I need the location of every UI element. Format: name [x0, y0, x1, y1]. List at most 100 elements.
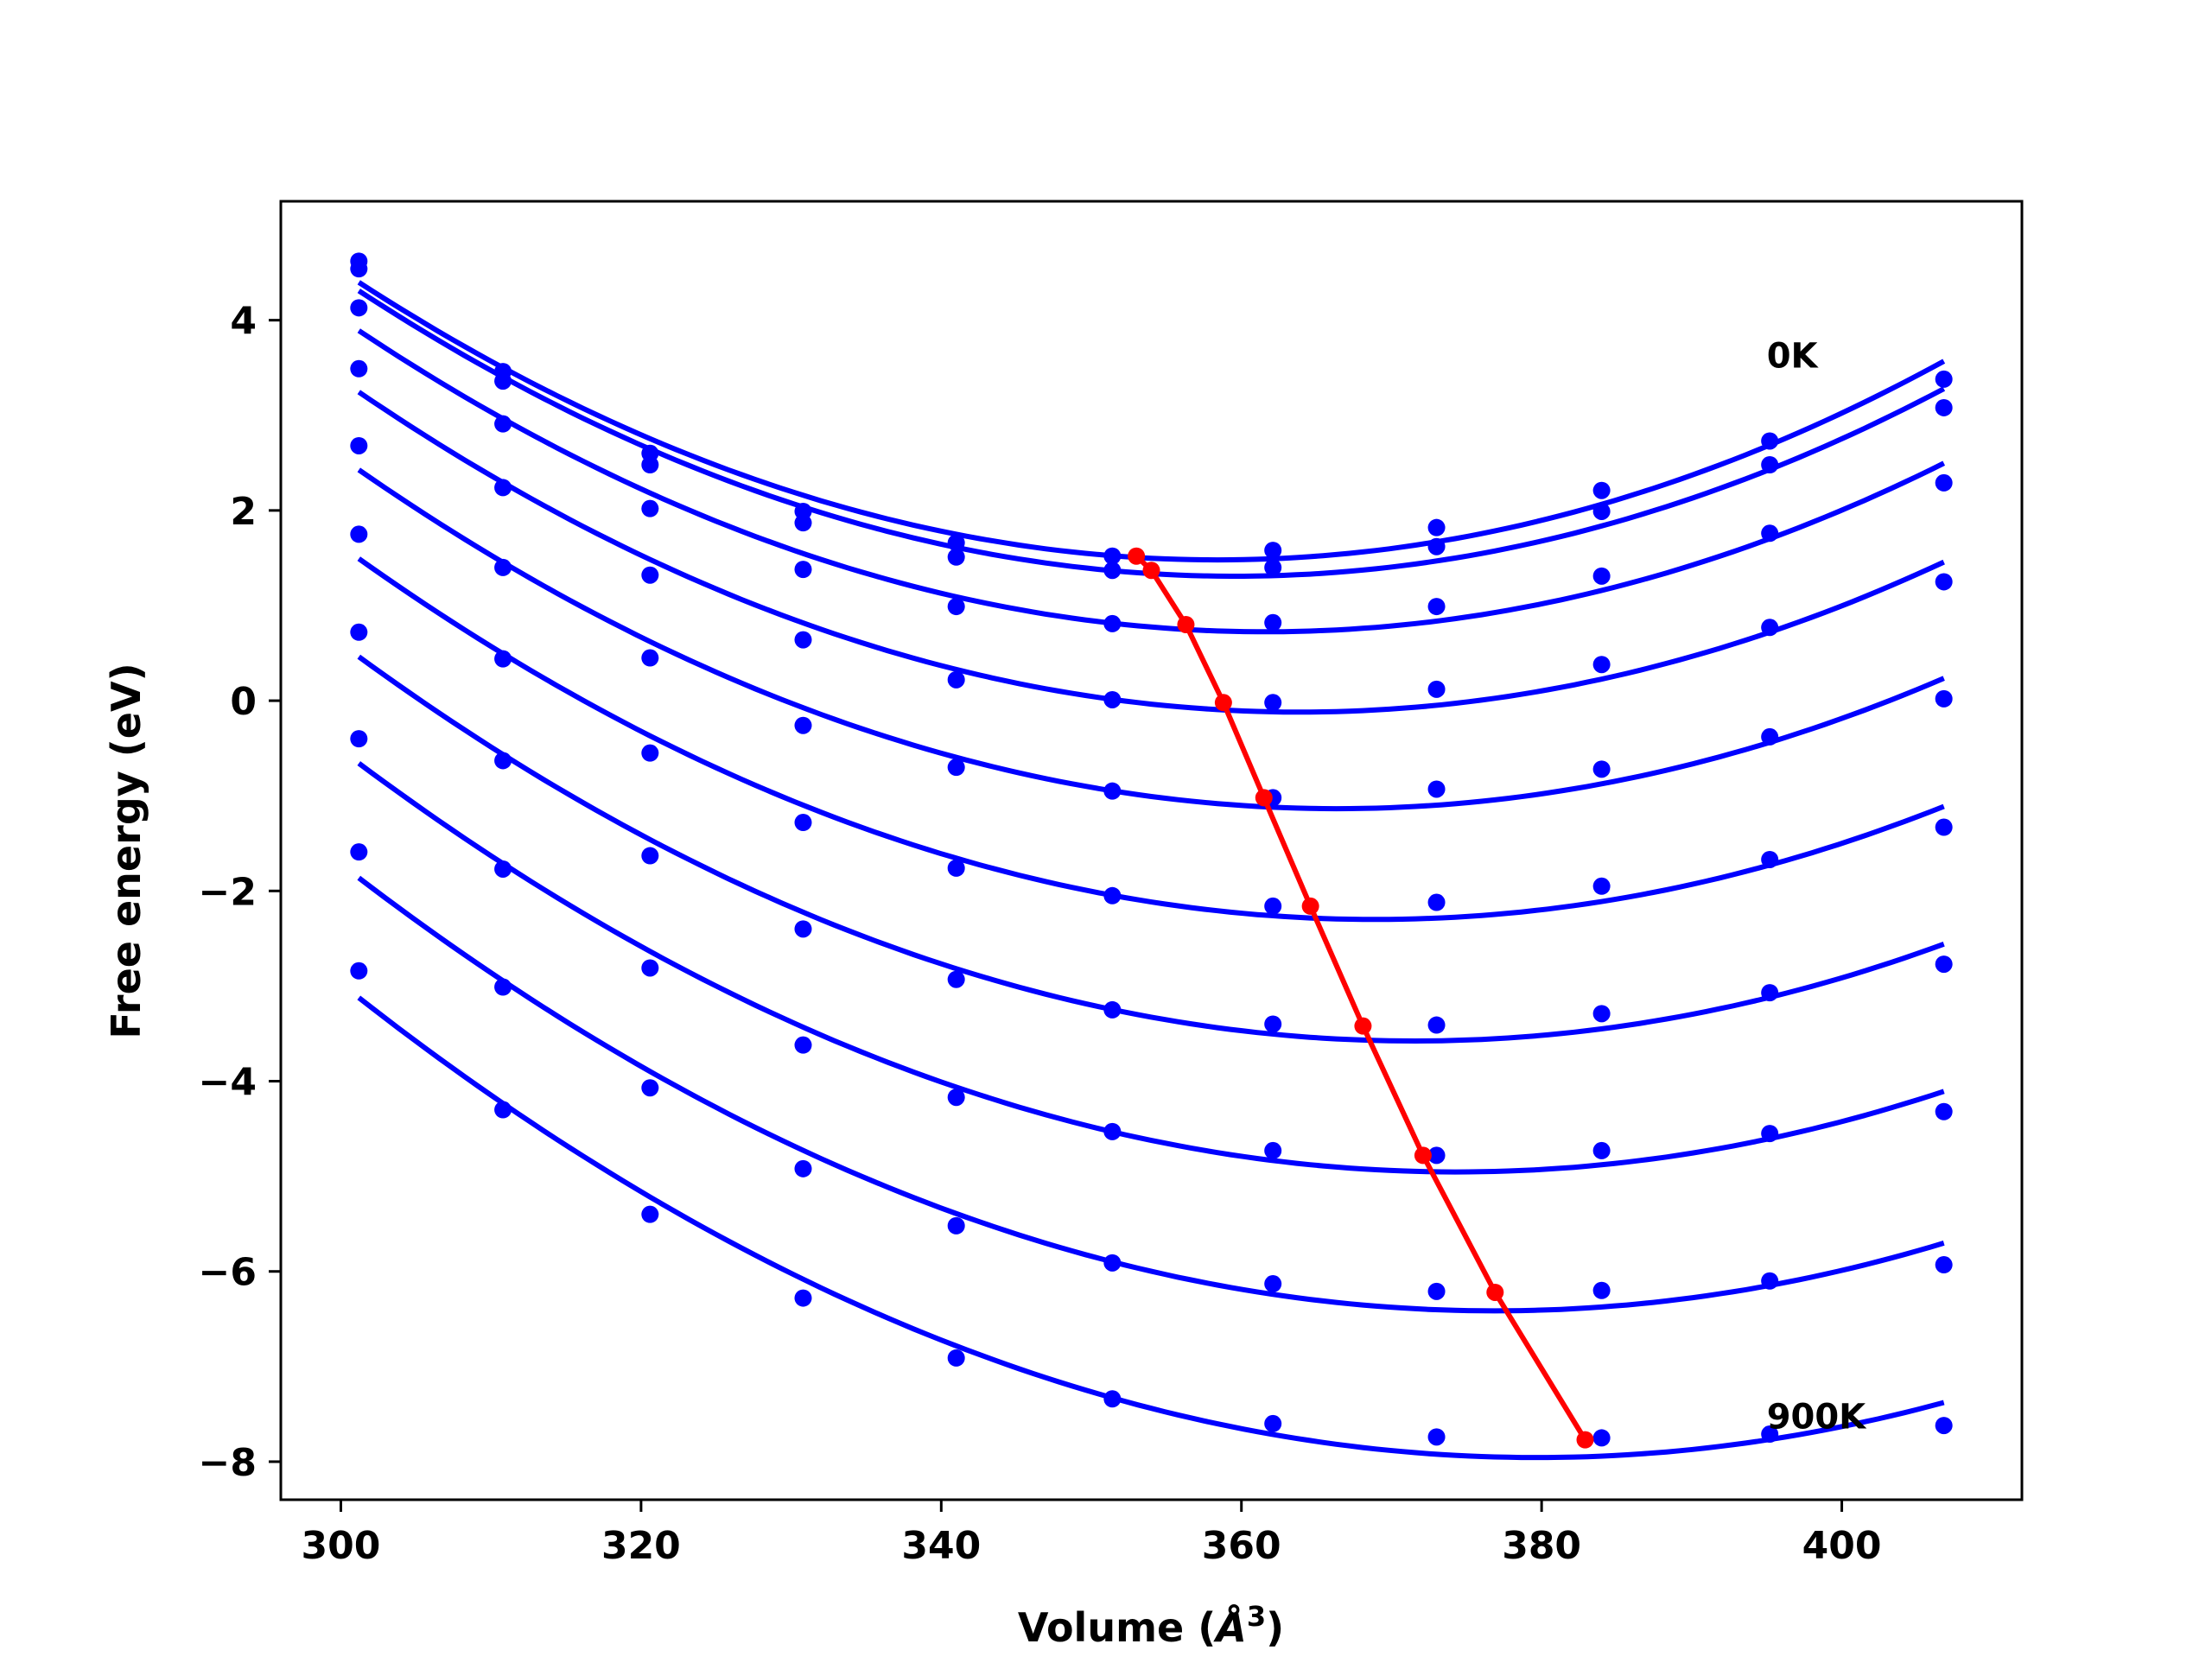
data-point	[1592, 1141, 1611, 1159]
data-point	[350, 623, 368, 641]
data-point	[947, 548, 965, 566]
data-point	[641, 566, 659, 584]
y-tick-label: −8	[199, 1441, 257, 1485]
data-point	[350, 299, 368, 317]
data-point	[350, 962, 368, 980]
y-tick-label: 0	[230, 680, 257, 724]
data-point	[1592, 1005, 1611, 1023]
data-point	[1103, 690, 1122, 708]
data-point	[1103, 1122, 1122, 1140]
data-point	[1427, 893, 1446, 911]
minimum-path-line	[1135, 554, 1588, 1442]
data-point	[1592, 481, 1611, 499]
data-point	[1264, 1015, 1282, 1033]
data-point	[794, 561, 812, 579]
minimum-point	[1255, 789, 1273, 807]
data-point	[947, 1349, 965, 1367]
minimum-point	[1214, 694, 1232, 712]
data-point	[1761, 1125, 1779, 1143]
x-tick-label: 360	[1202, 1524, 1281, 1568]
series-line-2	[357, 328, 1946, 635]
data-point	[1935, 473, 1953, 492]
data-point	[1592, 877, 1611, 895]
data-point	[1761, 1272, 1779, 1290]
data-point	[1103, 886, 1122, 904]
data-point	[641, 499, 659, 517]
data-point	[1264, 694, 1282, 712]
data-point	[641, 1079, 659, 1097]
data-point	[1427, 680, 1446, 698]
series-line-7	[357, 761, 1945, 1175]
data-point	[1592, 1429, 1611, 1447]
series-line-6	[357, 654, 1945, 1044]
data-point	[1592, 502, 1611, 520]
minimum-point	[1128, 547, 1146, 565]
data-point	[947, 598, 965, 616]
data-point	[641, 1205, 659, 1223]
y-tick-label: −2	[199, 870, 257, 914]
data-point	[1761, 524, 1779, 543]
data-point	[350, 359, 368, 378]
series-line-4	[357, 467, 1945, 812]
data-point	[494, 752, 512, 770]
x-tick-label: 340	[901, 1524, 981, 1568]
data-point	[1103, 1390, 1122, 1408]
minimum-point	[1142, 562, 1160, 580]
data-point	[350, 525, 368, 543]
data-point	[1103, 1254, 1122, 1272]
data-point	[1427, 1282, 1446, 1300]
data-point	[1264, 1141, 1282, 1159]
data-point	[1427, 1016, 1446, 1034]
data-point	[947, 759, 965, 777]
data-point	[794, 814, 812, 832]
data-point	[494, 558, 512, 576]
data-point	[1935, 955, 1953, 974]
y-tick-label: −6	[199, 1251, 257, 1295]
y-tick-label: 2	[230, 490, 257, 534]
series-line-0	[357, 280, 1946, 563]
data-point	[1103, 562, 1122, 580]
data-point	[641, 847, 659, 865]
data-point	[947, 1216, 965, 1235]
data-point	[1761, 619, 1779, 637]
data-point	[1427, 537, 1446, 555]
x-tick-label: 380	[1502, 1524, 1581, 1568]
data-point	[1761, 432, 1779, 450]
series-line-5	[357, 556, 1945, 923]
data-point	[1761, 984, 1779, 1002]
data-point	[1761, 456, 1779, 474]
series-line-9	[357, 995, 1945, 1461]
data-point	[350, 730, 368, 748]
data-point	[1935, 1256, 1953, 1274]
data-point	[794, 1036, 812, 1054]
data-point	[350, 260, 368, 278]
data-point	[1103, 547, 1122, 565]
data-point	[1427, 598, 1446, 616]
data-point	[1103, 614, 1122, 632]
data-point	[947, 859, 965, 877]
y-axis-title: Free energy (eV)	[103, 663, 149, 1038]
data-point	[641, 959, 659, 977]
data-point	[641, 649, 659, 667]
data-point	[1935, 689, 1953, 708]
data-point	[1761, 727, 1779, 746]
minimum-point	[1177, 615, 1195, 633]
minimum-point	[1301, 897, 1319, 915]
data-point	[494, 650, 512, 668]
data-point	[1592, 656, 1611, 674]
data-point	[494, 415, 512, 433]
data-point	[350, 843, 368, 861]
temperature-annotation: 0K	[1767, 337, 1820, 377]
data-point	[494, 1101, 512, 1119]
data-point	[1427, 780, 1446, 798]
data-point	[1592, 1281, 1611, 1299]
data-point	[794, 631, 812, 649]
y-tick-label: 4	[230, 300, 257, 344]
data-point	[1427, 1146, 1446, 1165]
data-point	[1264, 1275, 1282, 1293]
data-point	[1427, 518, 1446, 536]
data-point	[1264, 613, 1282, 632]
data-point	[1935, 818, 1953, 836]
x-axis-title-close: )	[1266, 1604, 1284, 1651]
